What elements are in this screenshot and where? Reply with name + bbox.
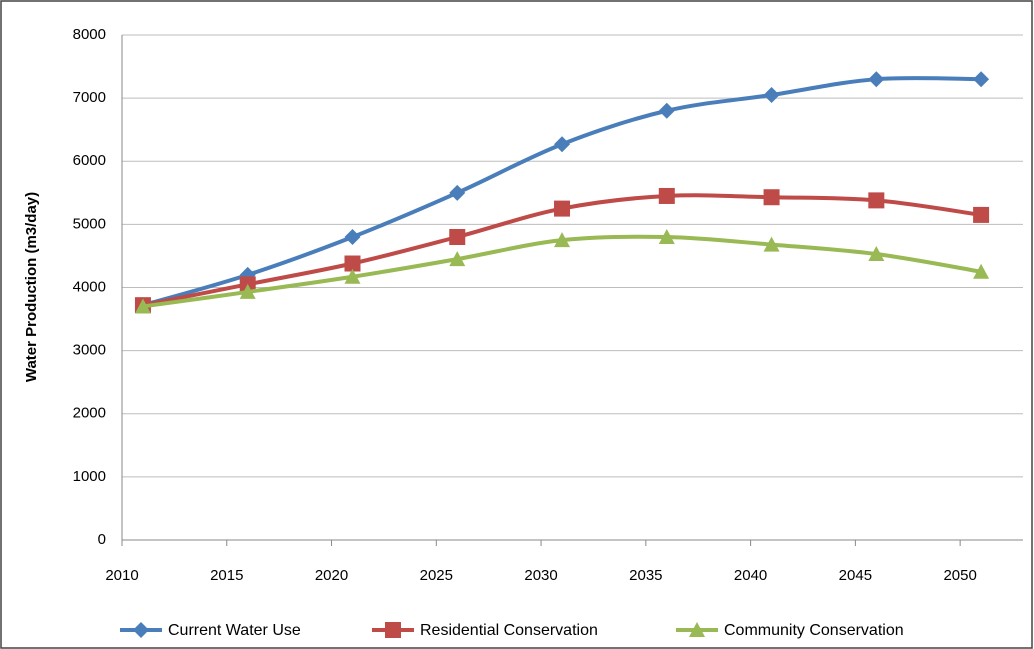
legend-label: Current Water Use bbox=[168, 622, 301, 639]
marker bbox=[134, 298, 151, 314]
y-tick-label: 4000 bbox=[73, 278, 106, 295]
legend-label: Residential Conservation bbox=[420, 622, 598, 639]
marker bbox=[868, 246, 885, 262]
marker bbox=[133, 622, 149, 638]
marker bbox=[239, 283, 256, 299]
marker bbox=[449, 251, 466, 267]
x-tick-label: 2010 bbox=[105, 567, 138, 584]
marker bbox=[449, 229, 466, 245]
y-tick-label: 1000 bbox=[73, 468, 106, 485]
marker bbox=[973, 206, 990, 223]
marker bbox=[554, 200, 571, 217]
marker bbox=[658, 229, 675, 244]
y-tick-label: 5000 bbox=[73, 215, 106, 232]
legend-label: Community Conservation bbox=[724, 622, 904, 639]
y-axis-label: Water Production (m3/day) bbox=[23, 192, 40, 382]
marker bbox=[385, 622, 401, 638]
y-tick-label: 2000 bbox=[73, 405, 106, 422]
x-tick-label: 2050 bbox=[943, 567, 976, 584]
marker bbox=[554, 136, 571, 153]
marker bbox=[763, 189, 780, 206]
marker bbox=[868, 71, 885, 88]
marker bbox=[763, 236, 780, 252]
x-tick-label: 2035 bbox=[629, 567, 662, 584]
y-tick-label: 6000 bbox=[73, 152, 106, 169]
marker bbox=[689, 622, 705, 637]
marker bbox=[344, 268, 361, 284]
x-tick-label: 2020 bbox=[315, 567, 348, 584]
marker bbox=[658, 187, 675, 204]
y-tick-label: 3000 bbox=[73, 342, 106, 359]
x-tick-label: 2030 bbox=[524, 567, 557, 584]
x-tick-label: 2040 bbox=[734, 567, 767, 584]
marker bbox=[554, 232, 571, 248]
marker bbox=[973, 71, 990, 88]
y-tick-label: 7000 bbox=[73, 89, 106, 106]
marker bbox=[344, 255, 361, 272]
marker bbox=[449, 184, 466, 201]
x-tick-label: 2015 bbox=[210, 567, 243, 584]
marker bbox=[658, 102, 675, 119]
marker bbox=[344, 229, 361, 245]
marker bbox=[868, 192, 885, 209]
marker bbox=[763, 86, 780, 103]
x-tick-label: 2025 bbox=[420, 567, 453, 584]
x-tick-label: 2045 bbox=[839, 567, 872, 584]
y-tick-label: 0 bbox=[98, 531, 106, 548]
marker bbox=[973, 263, 990, 279]
y-tick-label: 8000 bbox=[73, 26, 106, 43]
